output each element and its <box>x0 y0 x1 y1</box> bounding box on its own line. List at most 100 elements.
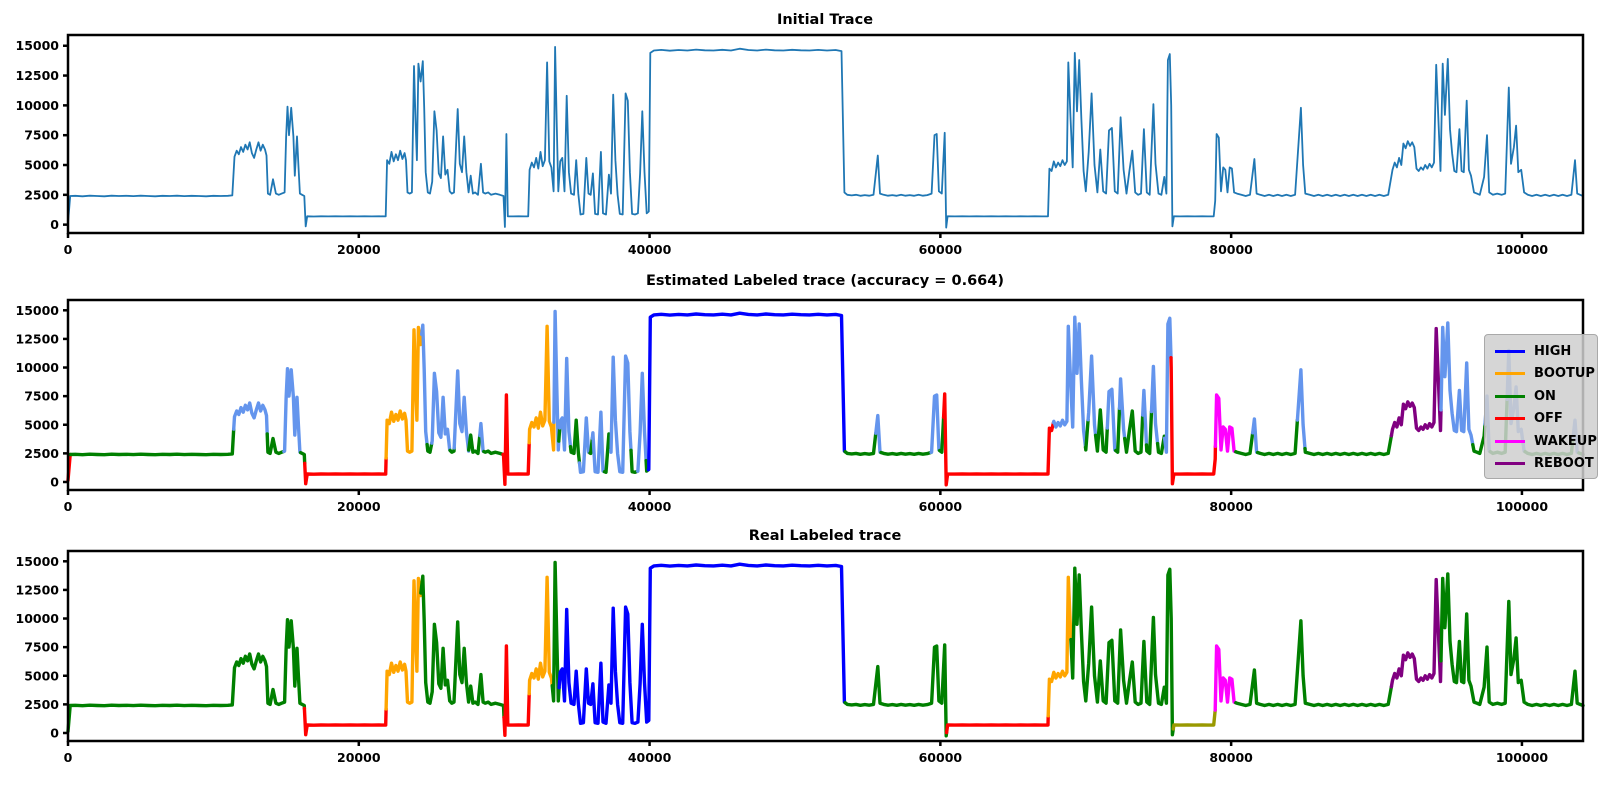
y-tick-label: 10000 <box>16 360 60 375</box>
legend-label: ON <box>1534 388 1556 404</box>
trace-segment-unlisted_blue <box>1117 377 1127 441</box>
trace-segment-off <box>941 392 1056 487</box>
x-tick-label: 20000 <box>337 750 381 765</box>
legend-line-swatch <box>1495 417 1525 421</box>
trace-segment-unlisted_blue <box>1105 387 1118 453</box>
trace-segment-on <box>568 418 582 465</box>
x-tick-label: 40000 <box>628 750 672 765</box>
legend-item-reboot: REBOOT <box>1495 453 1595 476</box>
x-tick-label: 100000 <box>1496 750 1548 765</box>
y-tick-label: 15000 <box>16 554 60 569</box>
x-tick-label: 80000 <box>1209 750 1253 765</box>
x-tick-label: 0 <box>64 750 73 765</box>
x-tick-label: 100000 <box>1496 242 1548 257</box>
subplot1-title: Initial Trace <box>776 12 874 28</box>
subplot-2: 0 20000 40000 60000 80000 100000 0 2500 5000 7500… <box>16 298 1585 514</box>
subplot2-title: Estimated Labeled trace (accuracy = 0.66… <box>646 273 1004 289</box>
trace-segment-unlisted_blue <box>609 354 633 474</box>
trace-segment-off <box>501 393 531 486</box>
x-tick-label: 100000 <box>1496 499 1548 514</box>
y-tick-label: 2500 <box>24 446 59 461</box>
legend-item-off: OFF <box>1495 408 1595 431</box>
trace-segment-on <box>588 436 594 456</box>
y-tick-label: 7500 <box>24 128 59 143</box>
y-tick-label: 10000 <box>16 98 60 113</box>
y-tick-label: 5000 <box>24 417 59 432</box>
trace-segment-unlisted_blue <box>874 413 883 455</box>
trace-segment-unlisted_olive <box>1171 708 1217 731</box>
trace-segment-unlisted_blue <box>1162 316 1173 454</box>
trace-segment-unlisted_blue <box>552 309 561 452</box>
legend-line-swatch <box>1495 439 1525 443</box>
trace-segment-on <box>843 643 949 738</box>
trace-segment-bootup <box>1046 575 1073 718</box>
legend-label: HIGH <box>1534 343 1572 359</box>
trace-segment-on <box>1093 408 1110 454</box>
x-tick-label: 60000 <box>919 499 963 514</box>
trace-segment-on <box>1083 418 1090 452</box>
subplot-3: 0 20000 40000 60000 80000 100000 0 2500 5000 7500… <box>16 549 1585 765</box>
axes-frame <box>66 549 1585 743</box>
trace-segment-on <box>879 450 933 456</box>
trace-segment-off <box>302 706 388 737</box>
trace-line <box>67 46 1584 229</box>
trace-segment-on <box>1144 409 1154 456</box>
legend-line-swatch <box>1495 462 1525 466</box>
subplot-1-trace <box>67 46 1584 229</box>
y-tick-label: 0 <box>50 474 59 489</box>
trace-segment-unlisted_blue <box>590 410 607 474</box>
x-tick-label: 0 <box>64 499 73 514</box>
trace-segment-high <box>646 311 847 472</box>
trace-segment-off <box>502 644 531 737</box>
trace-segment-unlisted_blue <box>1295 368 1307 451</box>
x-tick-label: 80000 <box>1209 499 1253 514</box>
y-tick-label: 5000 <box>24 668 59 683</box>
trace-segment-on <box>1439 572 1585 708</box>
trace-segment-off <box>1169 356 1218 486</box>
y-tick-label: 7500 <box>24 640 59 655</box>
trace-segment-unlisted_blue <box>430 371 452 453</box>
subplot-2-trace <box>66 309 1585 487</box>
trace-segment-on <box>298 450 307 465</box>
trace-segment-high <box>557 562 847 725</box>
trace-segment-bootup <box>527 575 554 696</box>
legend-line-swatch <box>1495 372 1525 376</box>
y-tick-label: 12500 <box>16 331 60 346</box>
legend: HIGH BOOTUP ON OFF WAKEUP REBOOT <box>1484 334 1598 479</box>
y-tick-label: 0 <box>50 217 59 232</box>
legend-label: WAKEUP <box>1534 433 1597 449</box>
subplot-1: 0 20000 40000 60000 80000 100000 0 2500 5000 7500… <box>16 33 1585 257</box>
legend-item-bootup: BOOTUP <box>1495 363 1595 386</box>
y-tick-label: 12500 <box>16 68 60 83</box>
x-tick-label: 20000 <box>337 242 381 257</box>
trace-segment-unlisted_blue <box>1439 321 1475 447</box>
trace-segment-unlisted_blue <box>1149 364 1160 446</box>
trace-segment-on <box>467 433 482 456</box>
trace-segment-on <box>482 449 505 457</box>
trace-segment-on <box>1113 406 1122 454</box>
y-tick-label: 7500 <box>24 389 59 404</box>
trace-segment-on <box>1234 619 1394 708</box>
trace-segment-unlisted_blue <box>1140 388 1149 447</box>
legend-item-on: ON <box>1495 385 1595 408</box>
y-tick-label: 12500 <box>16 582 60 597</box>
trace-segment-unlisted_blue <box>1051 315 1088 449</box>
trace-segment-unlisted_blue <box>282 367 303 455</box>
legend-item-high: HIGH <box>1495 340 1595 363</box>
axes-frame <box>66 298 1585 492</box>
trace-segment-reboot <box>1389 577 1443 689</box>
x-tick-label: 40000 <box>628 242 672 257</box>
trace-segment-on <box>937 415 946 454</box>
y-tick-label: 0 <box>50 725 59 740</box>
legend-label: BOOTUP <box>1534 366 1595 382</box>
trace-segment-on <box>1255 418 1300 457</box>
y-tick-label: 10000 <box>16 611 60 626</box>
trace-segment-unlisted_blue <box>478 421 486 454</box>
trace-segment-on <box>419 574 506 720</box>
trace-segment-on <box>265 432 286 456</box>
subplot-3-trace <box>66 560 1585 738</box>
trace-segment-unlisted_blue <box>929 393 942 455</box>
trace-segment-bootup <box>527 324 556 452</box>
trace-segment-on <box>1303 434 1394 457</box>
